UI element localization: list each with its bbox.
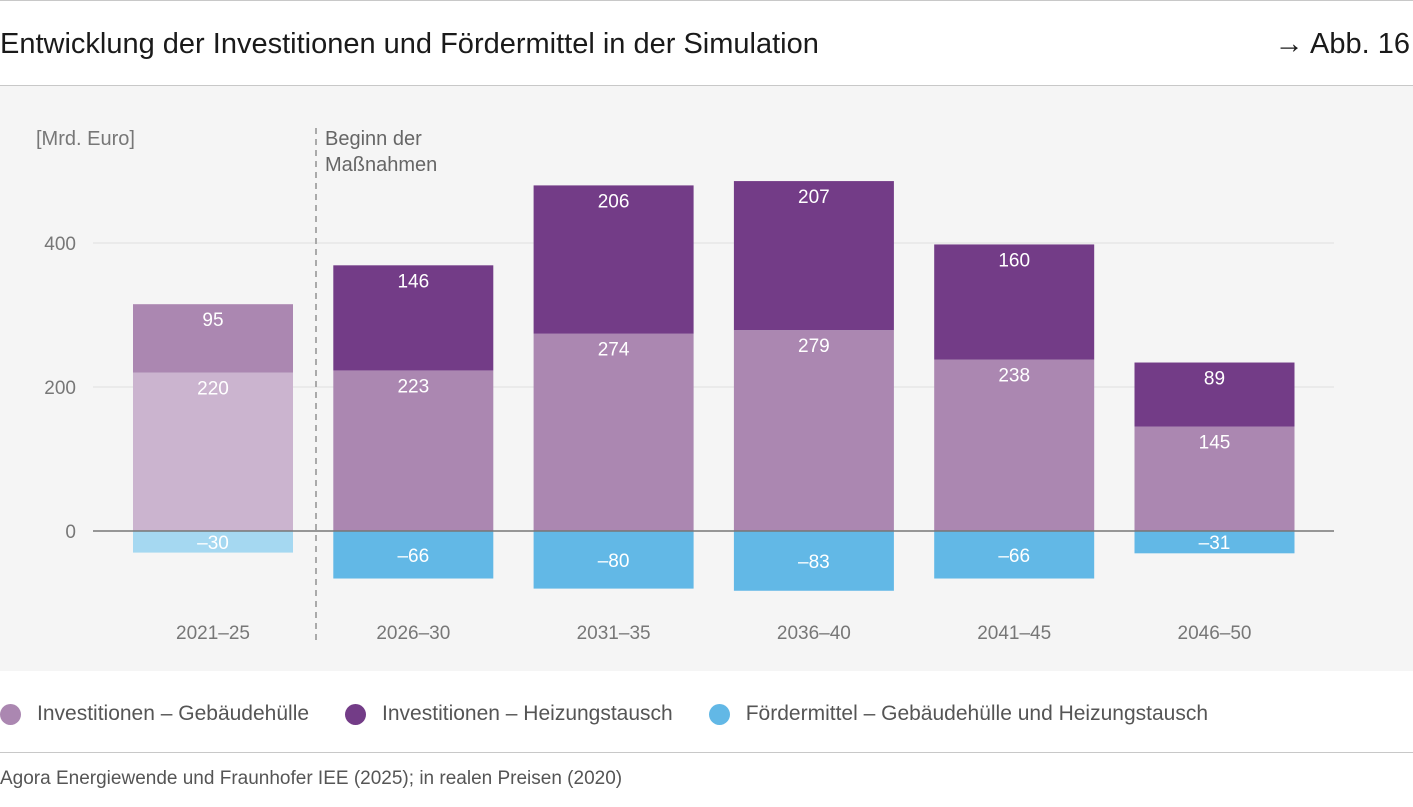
bar-foerdermittel — [934, 531, 1095, 579]
legend-swatch-gebaeudehuelle — [0, 703, 21, 725]
data-label-foerdermittel: –80 — [598, 551, 630, 572]
header-rule — [0, 85, 1413, 86]
y-tick-label: 0 — [65, 522, 76, 543]
data-label-gebaeudehuelle: 238 — [998, 366, 1030, 387]
legend-label-gebaeudehuelle: Investitionen – Gebäudehülle — [37, 702, 310, 725]
bar-gebaeudehuelle — [333, 370, 494, 531]
data-label-heizungstausch: 206 — [598, 191, 630, 212]
x-tick-label: 2046–50 — [1178, 623, 1252, 644]
x-tick-label: 2021–25 — [176, 623, 250, 644]
x-tick-label: 2036–40 — [777, 623, 851, 644]
data-label-foerdermittel: –83 — [798, 552, 830, 573]
bar-gebaeudehuelle — [733, 330, 894, 531]
bar-heizungstausch — [934, 244, 1095, 360]
measures-start-annotation: Maßnahmen — [325, 154, 437, 176]
chart-title: Entwicklung der Investitionen und Förder… — [0, 27, 819, 60]
legend-rule — [0, 752, 1413, 753]
x-tick-label: 2041–45 — [977, 623, 1051, 644]
bar-foerdermittel — [133, 531, 293, 553]
legend-item-heizungstausch: Investitionen – Heizungstausch — [345, 702, 673, 726]
data-label-heizungstausch: 207 — [798, 187, 830, 208]
chart-legend: Investitionen – Gebäudehülle Investition… — [0, 696, 1413, 732]
data-label-heizungstausch: 146 — [397, 271, 429, 292]
bar-heizungstausch — [333, 265, 494, 371]
bar-heizungstausch — [1134, 362, 1295, 427]
plot-area: 0 200 400 [Mrd. Euro] Beginn der Maßnahmen 220… — [0, 86, 1413, 671]
data-label-gebaeudehuelle: 145 — [1199, 433, 1231, 454]
data-label-heizungstausch: 95 — [202, 310, 223, 331]
bar-heizungstausch — [733, 181, 894, 331]
data-label-foerdermittel: –66 — [397, 546, 429, 567]
legend-swatch-heizungstausch — [345, 703, 367, 725]
bar-gebaeudehuelle — [533, 333, 694, 531]
x-tick-label: 2026–30 — [376, 623, 450, 644]
y-tick-label: 200 — [44, 378, 76, 399]
bar-gebaeudehuelle — [934, 359, 1095, 531]
data-label-heizungstausch: 89 — [1204, 369, 1225, 390]
x-tick-label: 2031–35 — [577, 623, 651, 644]
legend-item-gebaeudehuelle: Investitionen – Gebäudehülle — [0, 702, 309, 726]
data-label-foerdermittel: –31 — [1199, 533, 1231, 554]
figure-header: Entwicklung der Investitionen und Förder… — [0, 22, 1410, 66]
bar-heizungstausch — [533, 185, 694, 334]
data-label-foerdermittel: –30 — [197, 533, 229, 554]
data-label-gebaeudehuelle: 223 — [397, 376, 429, 397]
figure-reference-link[interactable]: → Abb. 16 — [1274, 27, 1410, 60]
bar-foerdermittel — [333, 531, 494, 579]
legend-label-foerdermittel: Fördermittel – Gebäudehülle und Heizungs… — [745, 702, 1209, 725]
legend-label-heizungstausch: Investitionen – Heizungstausch — [382, 702, 673, 725]
bar-gebaeudehuelle — [1134, 426, 1295, 531]
top-rule — [0, 0, 1413, 1]
legend-swatch-foerdermittel — [708, 703, 730, 725]
y-unit-label: [Mrd. Euro] — [36, 128, 135, 150]
bar-gebaeudehuelle — [133, 372, 293, 531]
data-label-gebaeudehuelle: 279 — [798, 336, 830, 357]
bar-foerdermittel — [733, 531, 894, 591]
data-label-foerdermittel: –66 — [998, 546, 1030, 567]
bar-foerdermittel — [533, 531, 694, 589]
y-tick-label: 400 — [44, 234, 76, 255]
stacked-bar-chart: 0 200 400 [Mrd. Euro] Beginn der Maßnahmen 220… — [36, 128, 1334, 644]
source-note: Agora Energiewende und Fraunhofer IEE (2… — [0, 768, 623, 789]
bar-heizungstausch — [133, 304, 293, 373]
measures-start-annotation: Beginn der — [325, 128, 422, 150]
bar-foerdermittel — [1134, 531, 1295, 554]
data-label-heizungstausch: 160 — [998, 250, 1030, 271]
legend-item-foerdermittel: Fördermittel – Gebäudehülle und Heizungs… — [708, 702, 1209, 726]
data-label-gebaeudehuelle: 274 — [598, 340, 630, 361]
data-label-gebaeudehuelle: 220 — [197, 379, 229, 400]
